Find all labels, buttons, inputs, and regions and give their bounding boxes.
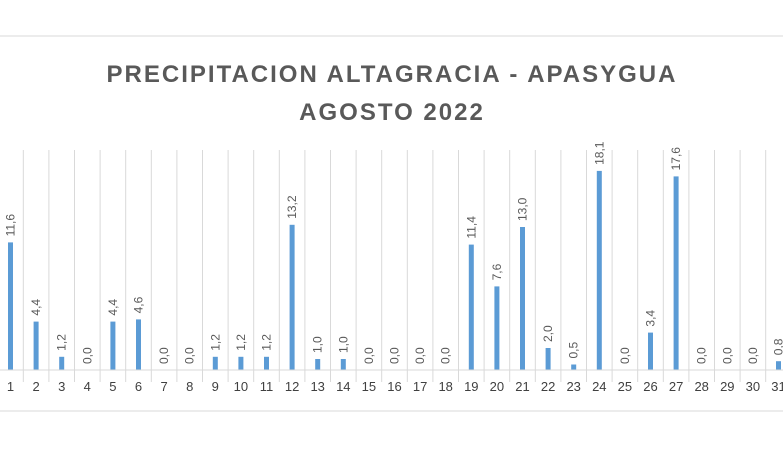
data-label: 0,0 — [413, 347, 427, 364]
data-label: 4,4 — [106, 299, 120, 316]
x-tick-label: 28 — [694, 379, 708, 394]
data-label: 0,0 — [746, 347, 760, 364]
data-label: 3,4 — [644, 310, 658, 327]
bar — [289, 224, 295, 370]
x-tick-label: 13 — [310, 379, 324, 394]
x-tick-label: 14 — [336, 379, 350, 394]
data-label: 0,0 — [183, 347, 197, 364]
x-tick-label: 21 — [515, 379, 529, 394]
x-tick-label: 12 — [285, 379, 299, 394]
bar — [468, 244, 474, 370]
data-label: 0,5 — [567, 341, 581, 358]
x-tick-label: 18 — [438, 379, 452, 394]
bar — [33, 321, 39, 370]
data-label: 2,0 — [541, 325, 555, 342]
bar — [59, 356, 65, 370]
gridlines — [22, 150, 767, 382]
x-tick-label: 30 — [746, 379, 760, 394]
bar — [648, 332, 653, 370]
x-tick-label: 19 — [464, 379, 478, 394]
data-label: 1,0 — [336, 336, 350, 353]
x-tick-label: 9 — [212, 379, 219, 394]
bar — [776, 361, 781, 370]
x-tick-label: 25 — [618, 379, 632, 394]
bar — [520, 227, 525, 370]
bar — [212, 356, 218, 370]
x-tick-label: 26 — [643, 379, 657, 394]
data-labels: 11,6 4,4 1,2 0,0 4,4 4,6 0,0 0,0 1,2 1,2 1,2 13,2 1,… — [4, 141, 783, 364]
bar — [315, 359, 321, 370]
data-label: 1,2 — [260, 334, 274, 351]
data-label: 7,6 — [490, 263, 504, 280]
bar — [571, 364, 577, 370]
x-tick-label: 24 — [592, 379, 606, 394]
x-tick-label: 4 — [84, 379, 91, 394]
x-tick-label: 8 — [186, 379, 193, 394]
bar — [545, 348, 551, 370]
x-tick-label: 11 — [260, 379, 274, 394]
x-tick-label: 5 — [109, 379, 116, 394]
data-label: 0,0 — [720, 347, 734, 364]
x-tick-label: 7 — [160, 379, 167, 394]
data-label: 0,0 — [362, 347, 376, 364]
data-label: 18,1 — [592, 141, 606, 165]
data-label: 11,6 — [4, 214, 18, 237]
data-label: 17,6 — [669, 147, 683, 171]
bar — [136, 319, 141, 370]
data-label: 0,0 — [388, 347, 402, 364]
bars — [8, 170, 781, 370]
data-label: 1,2 — [208, 334, 222, 351]
x-tick-label: 6 — [135, 379, 142, 394]
bar — [110, 321, 116, 370]
bar — [494, 286, 500, 370]
data-label: 0,0 — [80, 347, 94, 364]
data-label: 11,4 — [464, 216, 478, 239]
data-label: 0,8 — [772, 338, 783, 355]
x-tick-label: 29 — [720, 379, 734, 394]
bar — [673, 176, 679, 370]
data-label: 13,0 — [516, 197, 530, 221]
x-tick-label: 31 — [771, 379, 783, 394]
x-tick-label: 1 — [7, 379, 14, 394]
x-tick-label: 17 — [413, 379, 427, 394]
x-tick-label: 20 — [490, 379, 504, 394]
x-tick-label: 10 — [234, 379, 248, 394]
x-tick-label: 3 — [58, 379, 65, 394]
x-tick-label: 22 — [541, 379, 555, 394]
data-label: 1,2 — [234, 334, 248, 351]
data-label: 4,6 — [132, 296, 146, 313]
data-label: 0,0 — [618, 347, 632, 364]
data-label: 1,0 — [311, 336, 325, 353]
bar — [8, 242, 13, 370]
x-tick-label: 16 — [387, 379, 401, 394]
x-tick-labels: 1 2 3 4 5 6 7 8 9 10 11 12 13 14 15 16 17 18 19 20 21 22 23 24 2… — [7, 379, 783, 394]
bar — [596, 170, 602, 370]
bar — [238, 356, 244, 370]
x-tick-label: 23 — [566, 379, 580, 394]
x-tick-label: 15 — [362, 379, 376, 394]
data-label: 0,0 — [695, 347, 709, 364]
chart-title-line-1: PRECIPITACION ALTAGRACIA - APASYGUA — [107, 61, 678, 88]
chart-title-line-2: AGOSTO 2022 — [299, 99, 485, 126]
x-tick-label: 27 — [669, 379, 683, 394]
data-label: 4,4 — [29, 299, 43, 316]
data-label: 13,2 — [285, 195, 299, 219]
data-label: 1,2 — [55, 334, 69, 351]
bar — [264, 356, 269, 370]
data-label: 0,0 — [439, 347, 453, 364]
x-tick-label: 2 — [32, 379, 39, 394]
bar — [340, 359, 346, 370]
data-label: 0,0 — [157, 347, 171, 364]
